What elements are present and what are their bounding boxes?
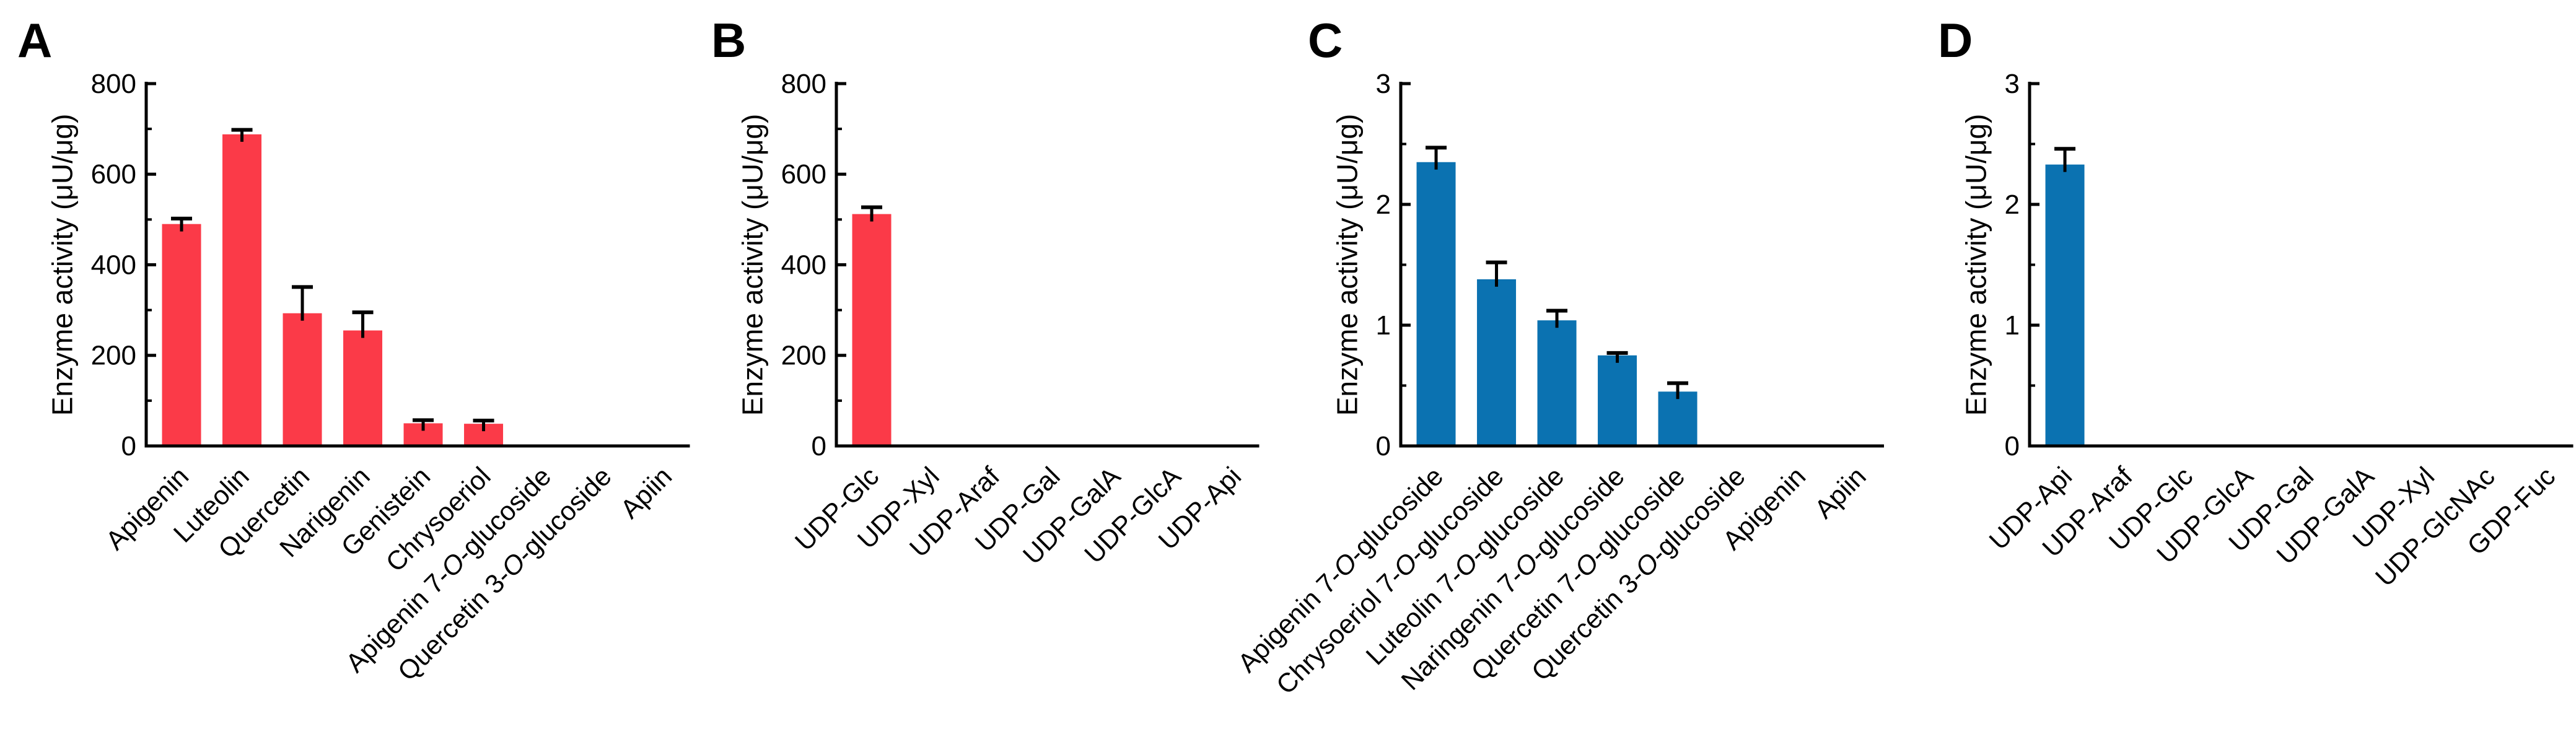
y-tick-label: 1: [1376, 310, 1391, 341]
y-tick-label: 200: [91, 341, 136, 371]
y-tick-label: 1: [2005, 310, 2020, 341]
x-tick-label-apiin: Apiin: [1809, 461, 1872, 525]
y-tick-label: 200: [781, 341, 826, 371]
y-axis-title: Enzyme activity (μU/μg): [737, 114, 769, 416]
y-tick-label: 0: [812, 431, 826, 461]
error-bar-apigenin-7-o-glucoside: [1426, 146, 1447, 170]
y-tick-label: 3: [1376, 69, 1391, 99]
error-bar-luteolin-7-o-glucoside: [1546, 308, 1568, 328]
bar-apigenin: [162, 224, 201, 446]
panel-label-d: D: [1938, 13, 1973, 68]
error-bar-apigenin: [171, 216, 193, 232]
bar-quercetin: [283, 313, 322, 446]
y-axis-title: Enzyme activity (μU/μg): [46, 114, 79, 416]
axes: [835, 82, 1260, 448]
x-tick-label-apigenin: Apigenin: [100, 461, 195, 556]
axes: [2028, 82, 2574, 448]
panel-label-b: B: [711, 13, 746, 68]
error-bar-chrysoeriol: [473, 419, 494, 432]
panel-label-a: A: [17, 13, 52, 68]
y-tick-label: 0: [1376, 431, 1391, 461]
error-bar-udp-glc: [861, 205, 883, 222]
error-bar-chrysoeriol-7-o-glucoside: [1486, 260, 1507, 287]
bar-naringenin-7-o-glucoside: [1598, 355, 1637, 446]
bar-luteolin-7-o-glucoside: [1537, 320, 1577, 446]
error-bar-genistein: [413, 418, 434, 431]
bar-luteolin: [222, 134, 262, 446]
error-bar-naringenin-7-o-glucoside: [1606, 351, 1628, 363]
y-tick-label: 600: [781, 159, 826, 190]
y-tick-label: 800: [781, 69, 826, 99]
axes: [1399, 82, 1884, 448]
error-bar-quercetin-7-o-glucoside: [1667, 381, 1689, 399]
y-tick-label: 400: [781, 250, 826, 280]
y-tick-label: 0: [2005, 431, 2020, 461]
bar-apigenin-7-o-glucoside: [1416, 162, 1456, 446]
y-axis-title: Enzyme activity (μU/μg): [1960, 114, 1992, 416]
bar-quercetin-7-o-glucoside: [1658, 391, 1698, 446]
y-tick-label: 400: [91, 250, 136, 280]
y-axis-title: Enzyme activity (μU/μg): [1331, 114, 1364, 416]
x-tick-label-apiin: Apiin: [615, 461, 678, 525]
error-bar-luteolin: [231, 128, 253, 142]
bar-udp-glc: [852, 214, 892, 446]
panel-label-c: C: [1308, 13, 1343, 68]
panel-A: A 0 200 400 600 800 Enzyme activity (μU/μg) Api…: [17, 13, 690, 687]
y-tick-label: 600: [91, 159, 136, 190]
error-bar-narigenin: [352, 310, 374, 338]
y-tick-label: 2: [2005, 190, 2020, 220]
bar-narigenin: [343, 330, 383, 446]
y-tick-label: 0: [121, 431, 136, 461]
y-tick-label: 2: [1376, 190, 1391, 220]
y-tick-label: 3: [2005, 69, 2020, 99]
error-bar-quercetin: [292, 285, 313, 321]
y-tick-label: 800: [91, 69, 136, 99]
error-bar-udp-api: [2054, 147, 2076, 172]
bar-udp-api: [2045, 164, 2085, 446]
bar-chrysoeriol-7-o-glucoside: [1477, 279, 1517, 446]
